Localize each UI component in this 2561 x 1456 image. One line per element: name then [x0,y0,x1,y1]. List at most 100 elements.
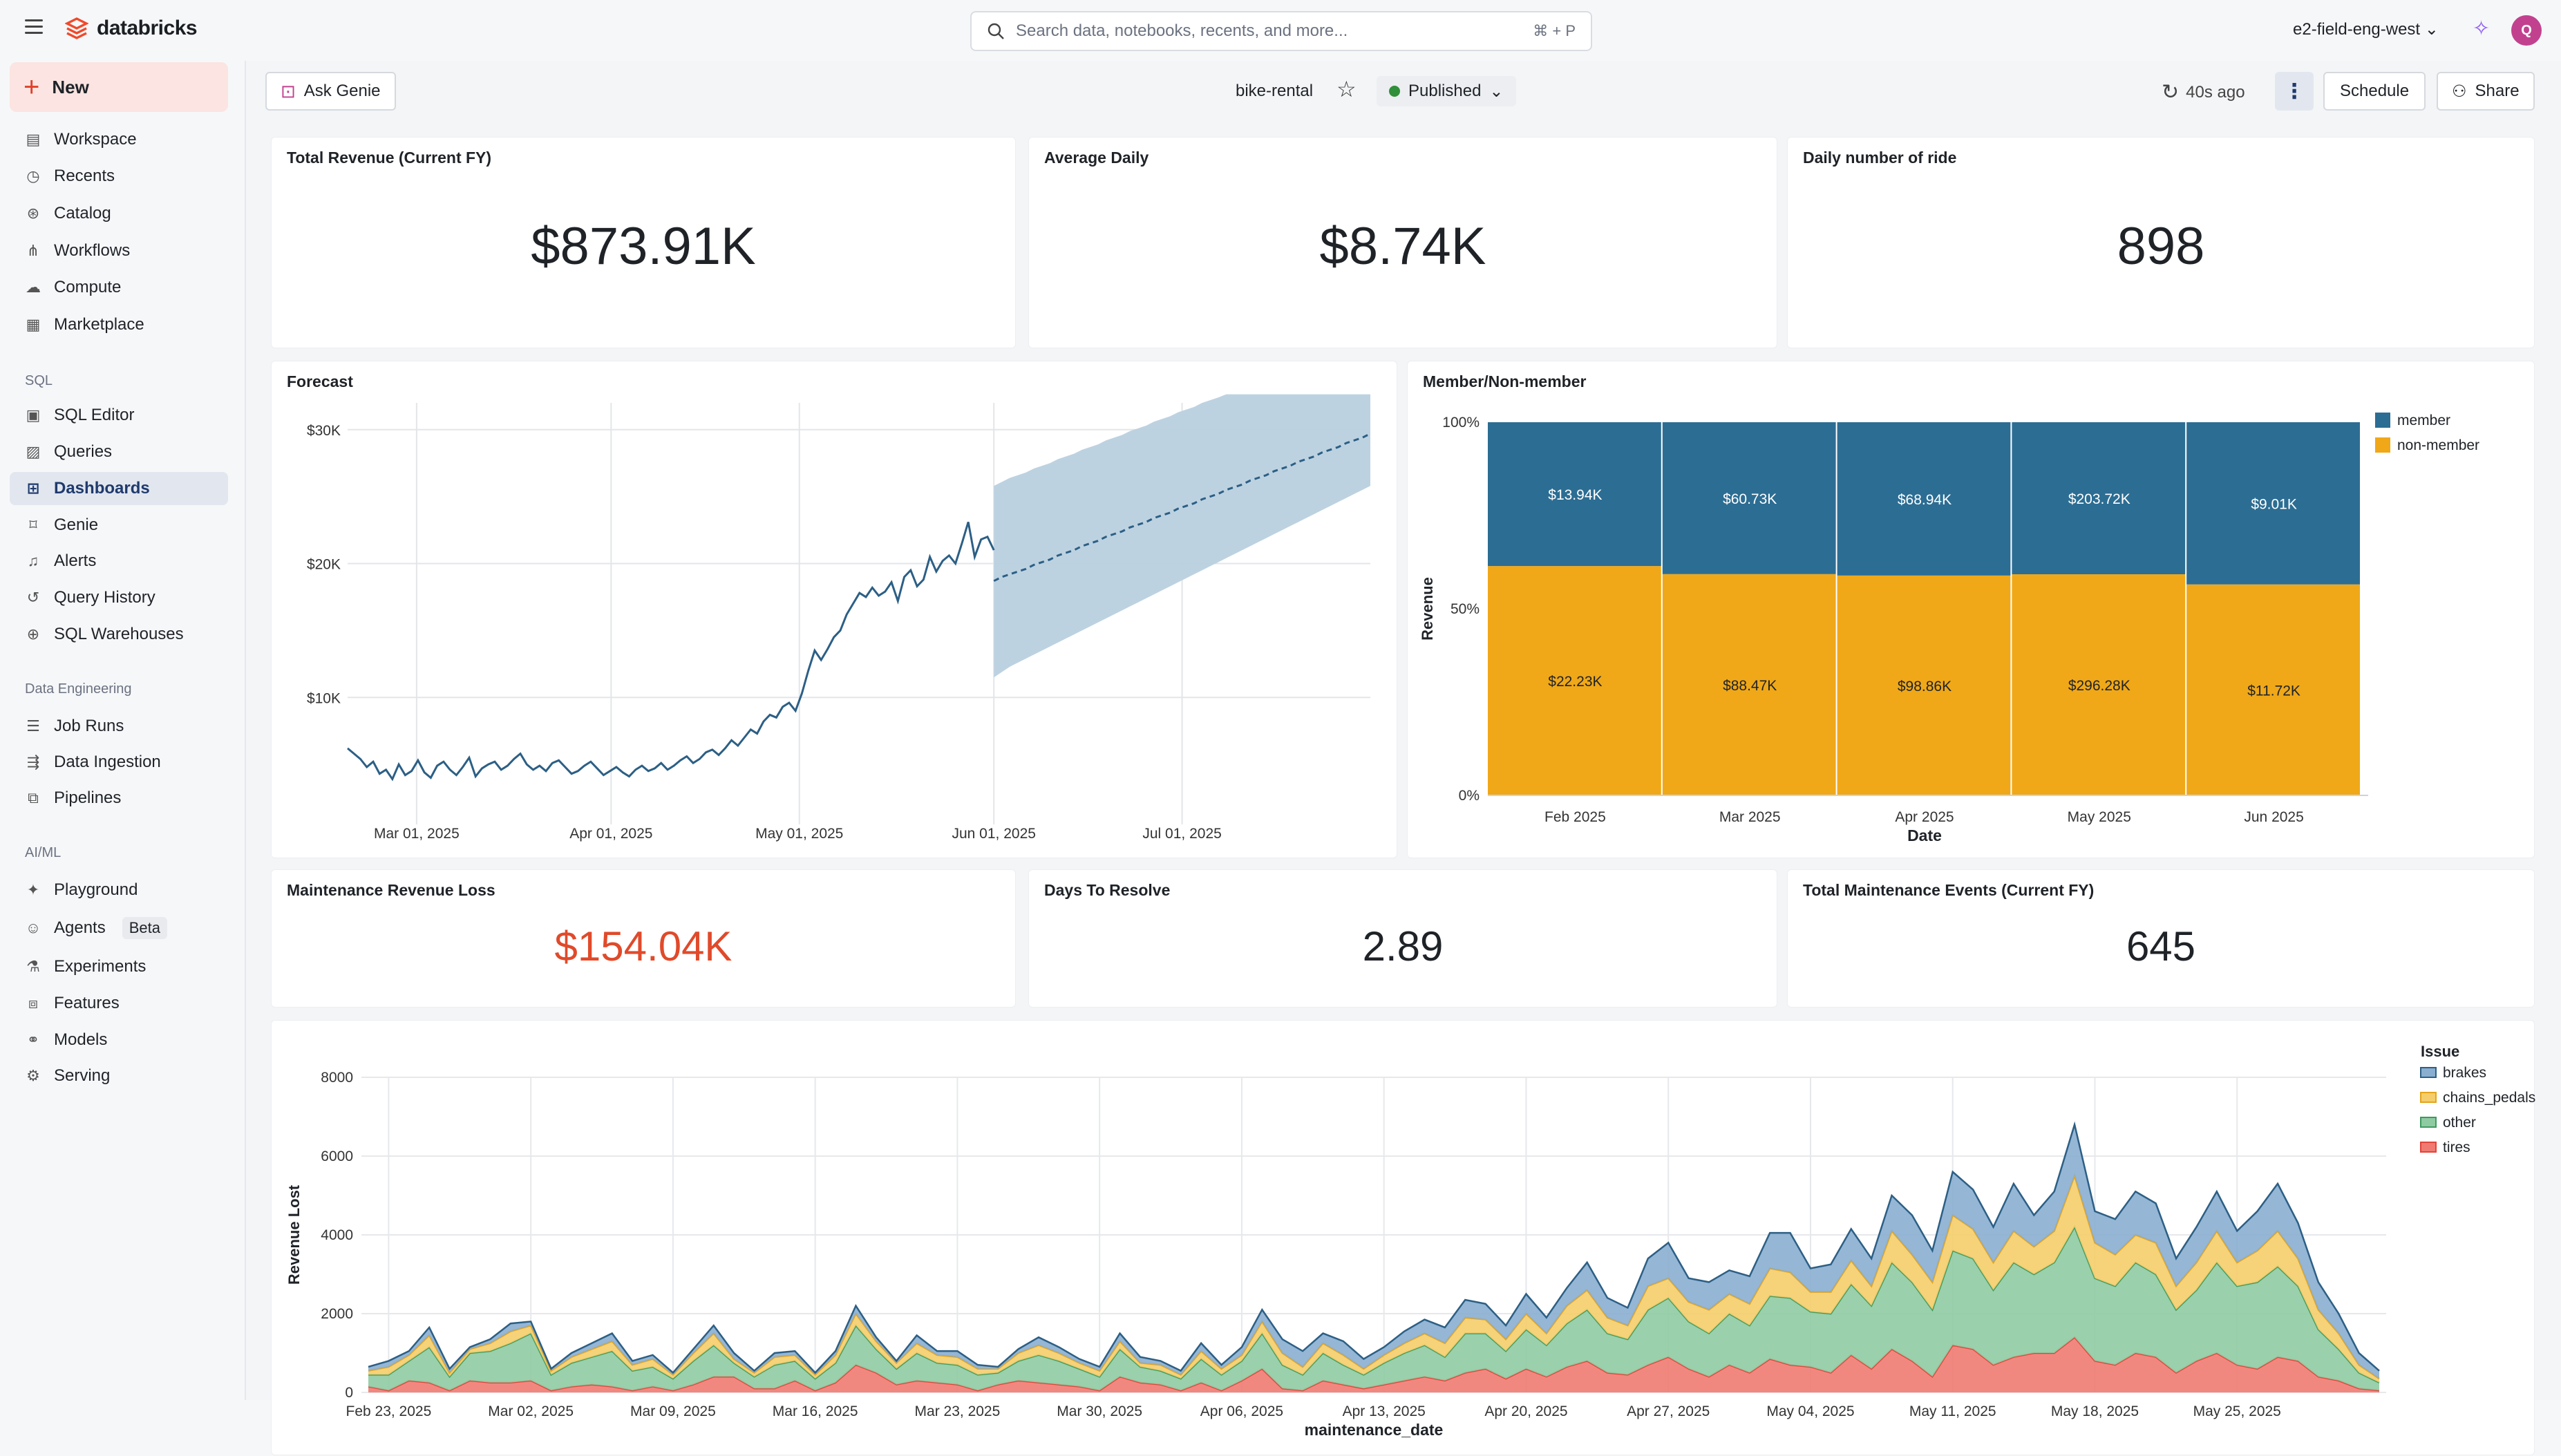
sidebar-section-sql: SQL [25,373,53,388]
sidebar-item-catalog[interactable]: ⊛ Catalog [10,197,228,230]
x-tick-label: Mar 2025 [1719,809,1781,825]
sidebar-item-experiments[interactable]: ⚗ Experiments [10,950,228,983]
maintenance-area-chart[interactable]: 0 2000 4000 6000 8000 Revenue Lost Feb 23, 202… [272,1021,2535,1456]
sidebar-item-sql-editor[interactable]: ▣ SQL Editor [10,399,228,432]
sidebar-item-workspace[interactable]: ▤ Workspace [10,123,228,156]
member-chart[interactable]: Revenue 0% 50% 100% $13.94K $22.23K Feb 2025 $6… [1408,361,2535,859]
bar-segment-non-member [1837,575,2011,795]
sidebar-item-label: Recents [54,167,115,185]
logo[interactable]: databricks [65,17,198,40]
star-icon[interactable]: ☆ [1336,77,1357,102]
schedule-label: Schedule [2340,82,2410,100]
x-tick-label: Feb 23, 2025 [346,1403,432,1419]
search-input[interactable]: Search data, notebooks, recents, and mor… [970,11,1592,51]
member-chart-card: Member/Non-member Revenue 0% 50% 100% $13.94… [1407,361,2535,858]
data-label-non-member: $88.47K [1723,678,1777,694]
people-icon: ⚇ [2452,82,2467,101]
sidebar-item-features[interactable]: ⧈ Features [10,987,228,1020]
x-tick-label: Apr 2025 [1895,809,1954,825]
y-axis-label: Revenue [1419,577,1436,641]
sidebar-item-playground[interactable]: ✦ Playground [10,873,228,907]
sidebar-item-agents[interactable]: ☺ Agents Beta [10,911,228,945]
maintenance-chart-card: 0 2000 4000 6000 8000 Revenue Lost Feb 23, 202… [271,1020,2535,1455]
y-tick-label: 0% [1459,788,1480,804]
schedule-button[interactable]: Schedule [2323,72,2426,111]
legend-swatch-member [2375,413,2390,428]
genie-icon: ⊡ [281,80,296,102]
data-label-member: $60.73K [1723,491,1777,507]
dashboard-icon: ⊞ [26,480,40,497]
share-button[interactable]: ⚇ Share [2437,72,2535,111]
y-axis-label: Revenue Lost [285,1184,303,1285]
sidebar-item-label: Models [54,1030,108,1049]
area-other [368,1227,2379,1391]
card-title: Days To Resolve [1044,881,1171,899]
sidebar-item-label: Workspace [54,130,137,149]
avatar-initial: Q [2521,22,2532,38]
sidebar-item-compute[interactable]: ☁ Compute [10,271,228,304]
sidebar-item-alerts[interactable]: ♫ Alerts [10,545,228,578]
sidebar-item-pipelines[interactable]: ⧉ Pipelines [10,782,228,815]
legend-label-member: member [2397,413,2450,428]
x-tick-label: Mar 30, 2025 [1057,1403,1142,1419]
sidebar-item-label: Playground [54,880,138,899]
assistant-sparkle-icon[interactable]: ✧ [2473,17,2491,40]
data-label-member: $203.72K [2068,491,2130,507]
sidebar-item-models[interactable]: ⚭ Models [10,1023,228,1057]
sidebar-item-label: Catalog [54,204,111,223]
avatar[interactable]: Q [2511,15,2542,46]
chevron-down-icon: ⌄ [1489,82,1504,101]
sidebar-item-serving[interactable]: ⚙ Serving [10,1059,228,1093]
cloud-icon: ☁ [26,278,41,296]
card-title: Daily number of ride [1803,149,1957,167]
y-tick-label: $10K [307,690,341,706]
sidebar-item-data-ingestion[interactable]: ⇶ Data Ingestion [10,746,228,779]
sidebar-item-job-runs[interactable]: ☰ Job Runs [10,710,228,743]
sidebar-item-label: Features [54,994,120,1012]
workspace-switcher[interactable]: e2-field-eng-west ⌄ [2293,19,2439,39]
more-options-button[interactable]: ⋮ [2275,72,2314,111]
sidebar-section-data-engineering: Data Engineering [25,681,132,697]
search-placeholder: Search data, notebooks, recents, and mor… [1016,21,1348,40]
playground-icon: ✦ [26,881,40,898]
legend-swatch-non-member [2375,437,2390,453]
y-tick-label: 4000 [321,1227,353,1243]
x-tick-label: May 2025 [2068,809,2131,825]
sidebar-item-label: Compute [54,278,122,296]
x-tick-label: Apr 27, 2025 [1627,1403,1710,1419]
bar-segment-non-member [2012,574,2186,795]
x-tick-label: May 01, 2025 [755,826,843,842]
legend-title: Issue [2421,1043,2459,1060]
refresh-button[interactable]: ↻ 40s ago [2162,80,2245,104]
new-button[interactable]: + New [10,62,228,112]
sidebar-item-label: Data Ingestion [54,753,161,771]
sidebar-item-label: Genie [54,516,99,534]
chevron-down-icon: ⌄ [2424,20,2439,39]
x-tick-label: Jun 01, 2025 [952,826,1035,842]
sidebar-item-genie[interactable]: ⌑ Genie [10,509,228,542]
area-chains-pedals [368,1175,2379,1383]
legend-swatch-brakes [2420,1067,2437,1078]
sidebar-item-recents[interactable]: ◷ Recents [10,160,228,193]
dashboard-title: bike-rental [1236,82,1314,100]
sidebar-item-workflows[interactable]: ⋔ Workflows [10,234,228,267]
x-tick-label: May 18, 2025 [2051,1403,2139,1419]
y-tick-label: $20K [307,557,341,573]
sidebar-item-sql-warehouses[interactable]: ⊕ SQL Warehouses [10,618,228,651]
sidebar-item-marketplace[interactable]: ▦ Marketplace [10,308,228,341]
y-tick-label: 100% [1442,415,1480,431]
legend-label-non-member: non-member [2397,437,2479,453]
forecast-chart[interactable]: $10K $20K $30K Mar 01, 2025 Apr 01, 2025 May … [272,361,1398,859]
y-tick-label: 50% [1450,601,1480,617]
publish-status-label: Published [1408,82,1482,100]
sidebar-item-queries[interactable]: ▨ Queries [10,435,228,469]
ask-genie-button[interactable]: ⊡ Ask Genie [265,72,396,111]
publish-status-dropdown[interactable]: Published ⌄ [1377,76,1516,106]
sidebar-item-dashboards[interactable]: ⊞ Dashboards [10,472,228,505]
x-tick-label: Mar 02, 2025 [488,1403,574,1419]
history-icon: ↺ [26,589,40,606]
kpi-value: $8.74K [1319,217,1486,276]
menu-icon[interactable] [25,19,43,35]
sidebar-item-query-history[interactable]: ↺ Query History [10,581,228,614]
sidebar-item-label: SQL Warehouses [54,625,184,643]
